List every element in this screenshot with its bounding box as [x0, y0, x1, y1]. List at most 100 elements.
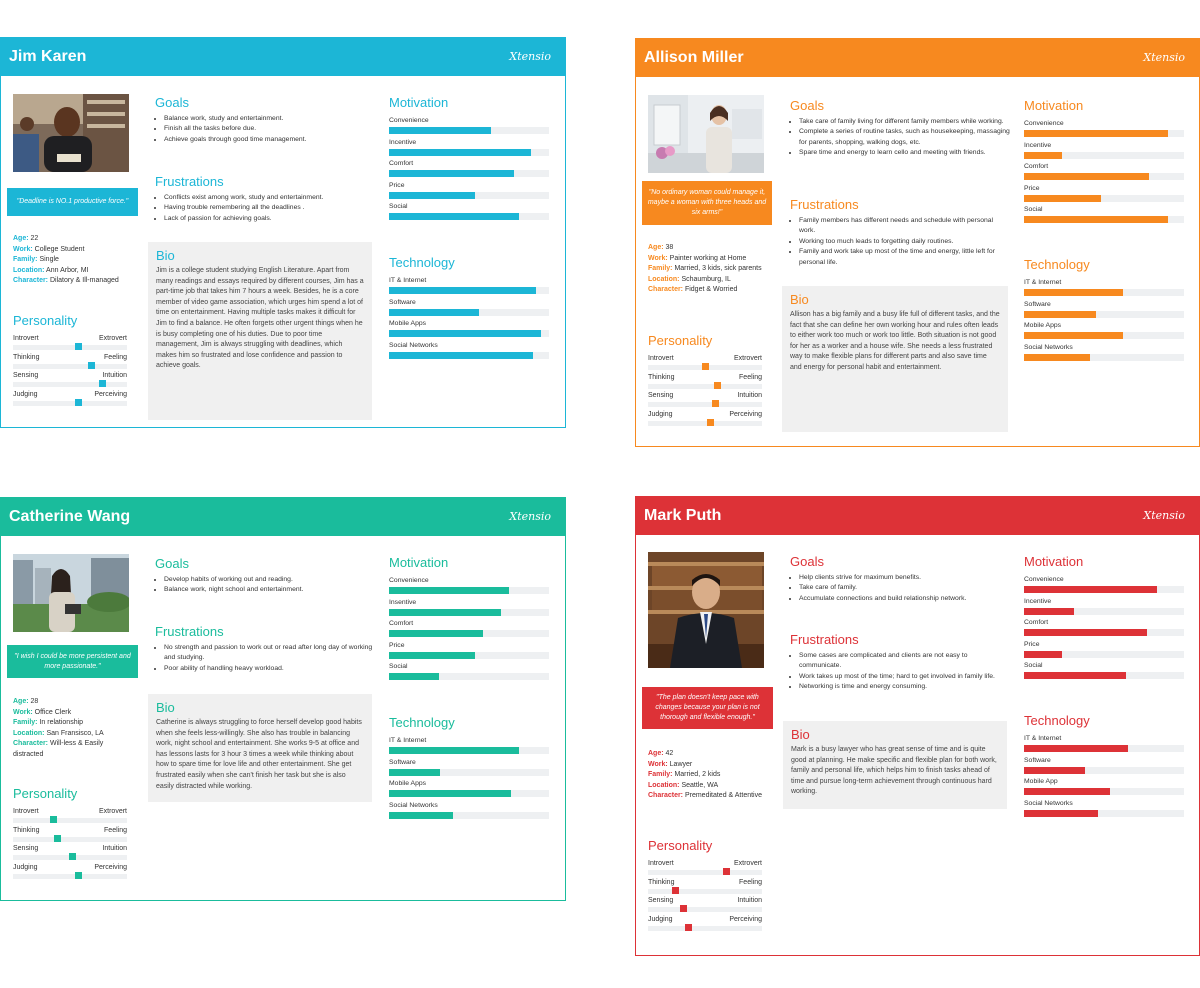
technology-fill	[1024, 332, 1124, 339]
technology-fill	[389, 308, 479, 316]
motivation-label: Comfort	[389, 160, 414, 167]
personality-marker	[722, 868, 730, 875]
info-key: Location:	[648, 275, 680, 283]
technology-meters: IT & Internet Software Mobile Apps Social N…	[389, 277, 549, 363]
personality-track	[648, 888, 762, 894]
technology-track	[389, 747, 549, 754]
technology-row: IT & Internet	[389, 277, 549, 299]
technology-fill	[1024, 289, 1124, 296]
frustrations-title: Frustrations	[155, 624, 224, 639]
motivation-fill	[389, 608, 501, 616]
info-row: Location: San Fransisco, LA	[13, 729, 135, 740]
technology-label: Mobile Apps	[1024, 322, 1062, 329]
personality-row: Judging Perceiving	[648, 916, 762, 935]
technology-track	[389, 351, 549, 359]
motivation-fill	[389, 170, 514, 177]
technology-title: Technology	[1024, 713, 1090, 728]
info-value: Single	[37, 256, 59, 263]
goals-title: Goals	[790, 98, 824, 113]
motivation-track	[1024, 216, 1184, 223]
technology-meters: IT & Internet Software Mobile Apps Social N…	[1024, 279, 1184, 365]
motivation-track	[1024, 586, 1184, 593]
personality-right-label: Perceiving	[729, 915, 762, 923]
technology-row: Social Networks	[389, 342, 549, 364]
personality-sliders: Introvert Extrovert Thinking Feeling Sensing…	[13, 335, 127, 409]
motivation-label: Price	[389, 181, 405, 189]
personality-right-label: Intuition	[737, 897, 762, 904]
persona-header: Mark Puth Xtensio	[636, 497, 1199, 535]
motivation-fill	[1024, 650, 1063, 658]
motivation-label: Comfort	[1024, 163, 1049, 170]
technology-row: IT & Internet	[1024, 279, 1184, 301]
motivation-row: Convenience	[1024, 576, 1184, 598]
info-row: Work: Lawyer	[648, 760, 770, 771]
personality-right-label: Feeling	[104, 826, 127, 834]
bio-title: Bio	[156, 700, 175, 715]
info-row: Family: Single	[13, 255, 135, 266]
motivation-label: Price	[389, 641, 405, 649]
frustration-item: Family and work take up most of the time…	[799, 247, 1010, 268]
personality-left-label: Introvert	[648, 860, 674, 867]
technology-track	[1024, 289, 1184, 296]
technology-fill	[1024, 766, 1085, 774]
motivation-label: Social	[389, 663, 408, 670]
info-key: Family:	[13, 256, 38, 263]
personality-right-label: Intuition	[737, 392, 762, 399]
technology-row: Mobile Apps	[389, 780, 549, 802]
personality-row: Introvert Extrovert	[648, 860, 762, 879]
motivation-fill	[389, 673, 439, 680]
info-key: Family:	[13, 719, 38, 726]
technology-fill	[1024, 353, 1090, 361]
frustrations-title: Frustrations	[790, 197, 859, 212]
technology-fill	[389, 287, 537, 294]
motivation-row: Convenience	[389, 577, 549, 599]
technology-track	[1024, 766, 1184, 774]
motivation-track	[389, 213, 549, 220]
personality-right-label: Extrovert	[733, 860, 762, 867]
personality-marker	[706, 418, 714, 426]
personality-track	[648, 870, 762, 875]
personality-left-label: Thinking	[648, 373, 675, 381]
motivation-label: Social	[389, 203, 408, 210]
motivation-fill	[389, 651, 476, 659]
info-value: Dilatory & Ill-managed	[48, 277, 119, 284]
technology-title: Technology	[1024, 257, 1090, 272]
frustration-item: Poor ability of handling heavy workload.	[164, 664, 375, 674]
personality-marker	[714, 381, 722, 389]
personality-row: Introvert Extrovert	[648, 355, 762, 374]
personality-left-label: Judging	[648, 915, 673, 923]
personality-row: Sensing Intuition	[648, 392, 762, 411]
motivation-fill	[1024, 173, 1149, 180]
technology-track	[389, 768, 549, 776]
persona-quote: "Deadline is NO.1 productive force."	[7, 188, 138, 216]
persona-header: Jim Karen Xtensio	[1, 38, 565, 76]
technology-label: IT & Internet	[1024, 279, 1062, 286]
goals-list: Take care of family living for different…	[790, 117, 1010, 159]
personality-row: Thinking Feeling	[648, 879, 762, 898]
brand-logo: Xtensio	[509, 510, 551, 523]
motivation-track	[389, 170, 549, 177]
info-value: College Student	[32, 245, 85, 253]
motivation-title: Motivation	[1024, 98, 1084, 113]
technology-label: Mobile Apps	[389, 320, 427, 327]
personality-row: Judging Perceiving	[13, 864, 127, 883]
personality-row: Thinking Feeling	[13, 827, 127, 846]
info-value: Married, 2 kids	[672, 771, 721, 778]
motivation-fill	[389, 213, 519, 220]
goals-section: Goals Take care of family living for diff…	[790, 98, 1010, 159]
motivation-fill	[1024, 672, 1127, 679]
info-key: Character:	[13, 740, 49, 747]
frustrations-title: Frustrations	[155, 174, 224, 189]
bio-section: Bio Jim is a college student studying Eng…	[148, 242, 372, 420]
motivation-label: Convenience	[1024, 120, 1064, 127]
bio-title: Bio	[790, 292, 809, 307]
brand-logo: Xtensio	[1143, 51, 1185, 64]
personality-row: Sensing Intuition	[648, 897, 762, 916]
bio-text: Catherine is always struggling to force …	[156, 719, 362, 790]
technology-fill	[1024, 809, 1098, 817]
motivation-track	[1024, 130, 1184, 137]
personality-marker	[712, 400, 720, 407]
personality-track	[13, 836, 127, 842]
persona-photo	[13, 94, 129, 172]
frustrations-section: Frustrations Conflicts exist among work, …	[155, 174, 375, 224]
